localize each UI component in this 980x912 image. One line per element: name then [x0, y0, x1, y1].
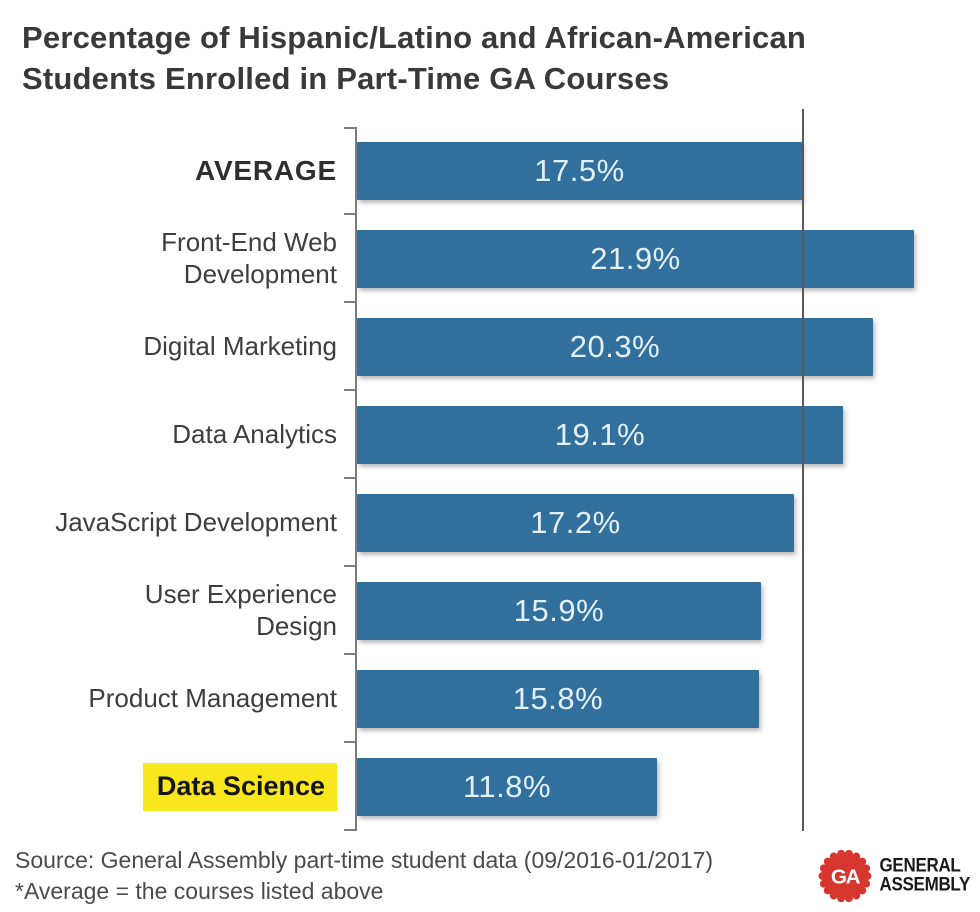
chart-row: Data Analytics 19.1% — [0, 391, 980, 479]
bar: 11.8% — [357, 757, 657, 816]
chart-row: User Experience Design 15.9% — [0, 567, 980, 655]
bar: 17.5% — [357, 141, 802, 200]
source-line-1: Source: General Assembly part-time stude… — [15, 846, 714, 873]
average-reference-line — [802, 108, 804, 831]
axis-tick — [344, 212, 355, 215]
bar-area: 17.5% — [355, 127, 980, 215]
axis-tick — [344, 300, 355, 303]
bar-area: 15.9% — [355, 567, 980, 655]
chart-rows: AVERAGE 17.5% Front-End Web Development 21.… — [0, 127, 980, 831]
ga-name-line-2: ASSEMBLY — [879, 873, 971, 895]
bar-area: 11.8% — [355, 743, 980, 831]
bar: 15.8% — [357, 669, 759, 728]
axis-tick — [344, 476, 355, 479]
axis-tick — [344, 740, 355, 743]
bar-value-label: 17.5% — [534, 152, 625, 188]
bar: 20.3% — [357, 317, 873, 376]
category-label: JavaScript Development — [55, 506, 337, 537]
bar-value-label: 15.8% — [512, 680, 604, 716]
category-label: Data Analytics — [172, 418, 337, 449]
bar-chart: AVERAGE 17.5% Front-End Web Development 21.… — [0, 108, 980, 831]
chart-row: Data Science 11.8% — [0, 743, 980, 831]
axis-tick — [344, 126, 355, 129]
ga-badge-icon: GA — [818, 849, 871, 902]
category-label: Digital Marketing — [143, 330, 337, 361]
bar-area: 15.8% — [355, 655, 980, 743]
axis-tick — [344, 828, 355, 831]
chart-row: Digital Marketing 20.3% — [0, 303, 980, 391]
bar-value-label: 11.8% — [462, 768, 552, 804]
category-label: Front-End Web Development — [161, 227, 337, 289]
bar-value-label: 17.2% — [530, 504, 621, 540]
category-label: Data Science — [0, 762, 355, 811]
bar-area: 17.2% — [355, 479, 980, 567]
bar: 15.9% — [357, 581, 761, 640]
chart-row: JavaScript Development 17.2% — [0, 479, 980, 567]
category-label: Product Management — [88, 682, 337, 713]
source-line-2: *Average = the courses listed above — [15, 877, 384, 904]
ga-logo-name: GENERAL ASSEMBLY — [879, 854, 971, 895]
bar-value-label: 15.9% — [513, 592, 605, 628]
bar-area: 19.1% — [355, 391, 980, 479]
chart-row: Front-End Web Development 21.9% — [0, 215, 980, 303]
bar: 19.1% — [357, 405, 843, 464]
bar: 17.2% — [357, 493, 794, 552]
axis-tick — [344, 564, 355, 567]
y-axis-line — [355, 126, 357, 831]
bar-area: 20.3% — [355, 303, 980, 391]
axis-tick — [344, 652, 355, 655]
category-label: AVERAGE — [195, 154, 337, 186]
bar-value-label: 19.1% — [554, 416, 646, 452]
chart-row: Product Management 15.8% — [0, 655, 980, 743]
general-assembly-logo: GA GENERAL ASSEMBLY — [818, 849, 971, 903]
bar-area: 21.9% — [355, 215, 980, 303]
ga-monogram: GA — [830, 866, 860, 889]
chart-title: Percentage of Hispanic/Latino and Africa… — [22, 20, 807, 96]
category-label: User Experience Design — [144, 579, 337, 641]
ga-name-line-1: GENERAL — [879, 854, 961, 877]
source-note: Source: General Assembly part-time stude… — [15, 845, 818, 907]
chart-row: AVERAGE 17.5% — [0, 127, 980, 215]
bar: 21.9% — [357, 229, 914, 288]
bar-value-label: 20.3% — [569, 328, 661, 364]
bar-value-label: 21.9% — [590, 240, 681, 276]
axis-tick — [344, 388, 355, 391]
highlighted-category-label: Data Science — [142, 762, 337, 811]
chart-footer: Source: General Assembly part-time stude… — [0, 845, 980, 907]
